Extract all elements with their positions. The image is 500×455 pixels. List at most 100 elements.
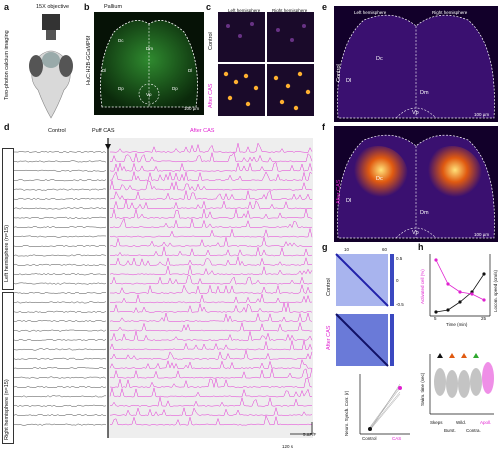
after-cas-trace — [109, 321, 313, 332]
c-right-hemi-label: Right hemisphere — [272, 8, 308, 13]
control-trace — [13, 244, 107, 248]
d-traces — [13, 138, 313, 438]
after-cas-trace — [109, 312, 313, 323]
d-left-box — [2, 148, 14, 290]
control-trace — [13, 414, 107, 417]
control-trace — [13, 169, 107, 172]
genotype-label: HuC:H2B-GCaMP6f — [86, 35, 92, 85]
b-scale-bar-label: 100 µm — [184, 106, 200, 111]
f-region-vp: Vp — [412, 230, 419, 236]
panel-e-image — [334, 6, 498, 122]
control-trace — [13, 235, 107, 238]
imaging-side-label: Two-photon calcium imaging — [4, 30, 10, 100]
g-after-label: After CAS — [326, 325, 332, 350]
c-left-hemi-label: Left hemisphere — [228, 8, 261, 13]
d-left-hemi-label: Left hemisphere (n=15) — [4, 224, 10, 282]
after-cas-trace — [110, 283, 313, 294]
d-scale-bars — [290, 422, 313, 435]
g-matrices — [335, 253, 394, 367]
control-trace — [13, 423, 107, 426]
control-trace — [13, 207, 106, 210]
after-cas-trace — [109, 294, 313, 304]
g-ylabel: Neuro. Synch. Corr. (r) — [344, 390, 349, 436]
after-cas-trace — [110, 142, 313, 153]
e-region-dl: Dl — [346, 78, 352, 84]
e-right-hemi-label: Right hemisphere — [432, 10, 468, 15]
c-control-label: Control — [208, 32, 214, 50]
control-trace — [14, 151, 107, 154]
panel-f-label: f — [322, 122, 325, 132]
panel-c-label: c — [206, 2, 212, 12]
b-region-dc: Dc — [118, 38, 124, 43]
g-tick-10: 10 — [344, 247, 350, 252]
after-cas-trace — [109, 199, 313, 210]
control-trace — [13, 329, 107, 332]
control-trace — [13, 179, 107, 182]
e-region-dm: Dm — [420, 90, 429, 96]
after-cas-trace — [109, 377, 313, 388]
control-trace — [13, 291, 107, 295]
c-after-label: After CAS — [208, 83, 214, 108]
h-xlabel: Time (min) — [446, 322, 468, 327]
control-trace — [13, 216, 107, 219]
f-region-dc: Dc — [376, 176, 383, 182]
f-region-dm: Dm — [420, 210, 429, 216]
h-cat-apoll: Apoll. — [480, 420, 492, 425]
panel-f-image — [334, 126, 498, 242]
after-cas-trace — [109, 246, 313, 257]
control-trace — [13, 339, 107, 341]
after-cas-trace — [109, 302, 313, 313]
control-trace — [13, 357, 107, 360]
control-trace — [13, 310, 107, 313]
b-region-dl-right: Dl — [188, 68, 193, 73]
f-after-label: After CAS — [336, 179, 342, 204]
after-cas-trace — [109, 217, 313, 229]
after-cas-trace — [109, 265, 313, 276]
f-region-dl: Dl — [346, 198, 352, 204]
g-tick-60: 60 — [382, 247, 388, 252]
h-beeswarm-ylabel: Swim. time (sec) — [420, 372, 425, 406]
h-line-chart — [429, 254, 491, 317]
e-region-dc: Dc — [376, 56, 383, 62]
f-scale-label: 100 µm — [474, 232, 490, 237]
control-trace — [13, 197, 107, 201]
after-cas-trace — [109, 208, 313, 219]
control-trace — [13, 395, 107, 398]
h-cat-contra: Contra. — [466, 428, 481, 433]
after-cas-trace — [109, 180, 313, 191]
after-cas-trace — [109, 275, 313, 285]
b-region-dp-left: Dp — [118, 86, 124, 91]
panel-h-label: h — [418, 242, 424, 252]
control-trace — [14, 376, 107, 379]
h-cat-burst: Burst. — [444, 428, 456, 433]
control-trace — [13, 282, 107, 285]
panel-e-label: e — [322, 2, 328, 12]
d-scale-y: 5 ΔF/F — [303, 432, 317, 437]
after-cas-trace — [109, 359, 313, 370]
objective-lens — [46, 30, 56, 40]
pallium-label: Pallium — [104, 4, 123, 10]
after-cas-trace — [109, 228, 313, 238]
control-trace — [13, 226, 107, 229]
h-xtick-5: 5 — [434, 316, 437, 321]
after-cas-trace — [109, 350, 313, 360]
b-region-dl-left: Dl — [102, 68, 107, 73]
after-cas-trace — [109, 387, 313, 398]
d-right-hemi-label: Right hemisphere (n=15) — [4, 379, 10, 440]
microscope-larva-illustration — [29, 14, 73, 119]
control-trace — [13, 263, 107, 266]
d-control-label: Control — [48, 128, 66, 134]
control-trace — [13, 254, 107, 257]
e-region-vp: Vp — [412, 110, 419, 116]
h-beeswarm — [429, 353, 494, 415]
d-scale-x: 120 s — [282, 444, 294, 449]
after-cas-trace — [109, 414, 313, 426]
control-trace — [13, 273, 107, 276]
panel-c-images — [218, 12, 314, 116]
control-trace — [13, 386, 107, 389]
h-ylabel-left: Activated cell (%) — [420, 269, 425, 304]
after-cas-trace — [109, 189, 312, 200]
after-cas-trace — [109, 162, 313, 172]
after-cas-trace — [109, 171, 313, 182]
after-cas-trace — [109, 340, 313, 351]
